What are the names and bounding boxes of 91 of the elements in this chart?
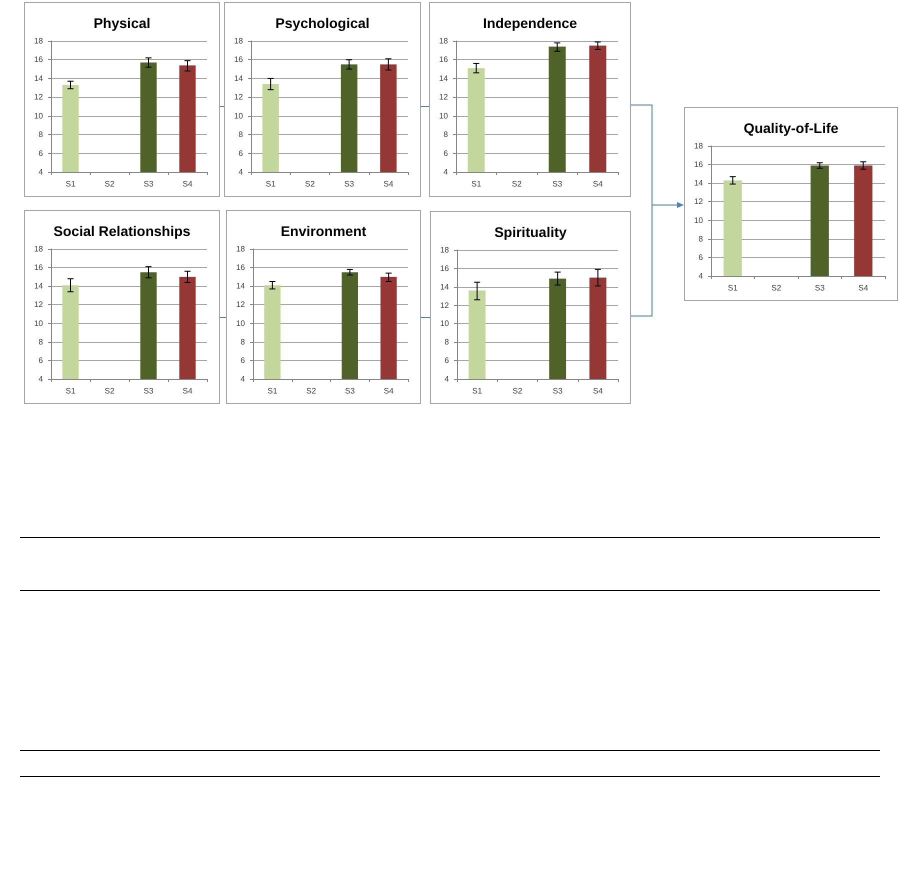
x-tick-label: S3 (344, 386, 356, 396)
chart-title: Psychological (275, 15, 370, 31)
y-tick-label: 14 (440, 282, 450, 292)
y-tick-label: 4 (698, 272, 704, 280)
chart-title: Spirituality (494, 224, 567, 240)
y-tick-label: 6 (444, 356, 450, 366)
chart-title: Physical (94, 15, 150, 31)
y-tick-label: 4 (444, 168, 449, 176)
x-tick-label: S1 (66, 386, 76, 396)
x-tick-label: S4 (384, 386, 394, 396)
x-tick-label: S2 (306, 386, 317, 396)
y-tick-label: 4 (238, 168, 244, 176)
y-tick-label: 12 (694, 197, 704, 206)
x-tick-label: S2 (104, 386, 115, 396)
x-tick-label: S4 (592, 386, 604, 396)
y-tick-label: 14 (439, 74, 449, 83)
y-tick-label: 10 (236, 318, 246, 328)
y-tick-label: 16 (234, 55, 244, 64)
y-tick-label: 18 (236, 244, 246, 254)
y-tick-label: 6 (38, 148, 44, 158)
y-tick-label: 10 (34, 111, 44, 120)
y-tick-label: 10 (694, 216, 704, 225)
chart-title: Environment (280, 223, 367, 239)
x-tick-label: S1 (728, 284, 738, 292)
x-tick-label: S2 (512, 386, 523, 396)
y-tick-label: 16 (236, 263, 246, 272)
x-tick-label: S1 (266, 180, 276, 188)
y-tick-label: 16 (34, 263, 44, 272)
x-tick-label: S2 (304, 180, 316, 188)
y-tick-label: 14 (236, 282, 246, 291)
y-tick-label: 6 (444, 148, 449, 158)
chart-title: Independence (482, 15, 578, 31)
y-tick-label: 16 (694, 160, 704, 170)
y-tick-label: 12 (34, 300, 44, 310)
y-tick-label: 18 (440, 246, 450, 254)
y-tick-label: 18 (234, 36, 244, 46)
x-tick-label: S2 (104, 180, 115, 188)
y-tick-label: 8 (38, 337, 44, 346)
y-tick-label: 6 (238, 148, 244, 158)
y-tick-label: 8 (240, 337, 246, 346)
x-tick-label: S1 (472, 386, 483, 396)
y-tick-label: 6 (38, 356, 44, 365)
y-tick-label: 12 (234, 92, 244, 102)
y-tick-label: 18 (34, 244, 44, 254)
x-tick-label: S3 (552, 386, 564, 396)
y-tick-label: 14 (34, 282, 44, 291)
y-tick-label: 16 (440, 264, 450, 273)
x-tick-label: S2 (771, 284, 782, 292)
x-tick-label: S1 (66, 180, 76, 188)
y-tick-label: 6 (698, 252, 704, 262)
x-tick-label: S3 (144, 180, 154, 188)
y-tick-label: 18 (34, 36, 44, 46)
y-tick-label: 10 (440, 319, 450, 328)
x-tick-label: S4 (592, 180, 604, 188)
x-tick-label: S4 (182, 386, 193, 396)
x-tick-label: S3 (814, 284, 826, 292)
chart-title: Social Relationships (54, 223, 191, 239)
y-tick-label: 14 (234, 74, 244, 83)
y-tick-label: 14 (694, 178, 704, 188)
y-tick-label: 12 (236, 300, 246, 310)
x-tick-label: S1 (267, 386, 278, 396)
y-tick-label: 4 (38, 168, 44, 176)
y-tick-label: 8 (238, 130, 244, 140)
y-tick-label: 12 (34, 92, 44, 102)
chart-title: Quality-of-Life (744, 120, 839, 136)
y-tick-label: 10 (34, 318, 44, 328)
x-tick-label: S4 (858, 284, 869, 292)
y-tick-label: 12 (439, 92, 449, 102)
y-tick-label: 14 (34, 74, 44, 83)
y-tick-label: 16 (34, 55, 44, 64)
x-tick-label: S4 (182, 180, 193, 188)
y-tick-label: 8 (444, 338, 450, 347)
y-tick-label: 18 (439, 36, 449, 46)
y-tick-label: 6 (240, 356, 246, 365)
y-tick-label: 10 (234, 111, 244, 120)
y-tick-label: 18 (694, 142, 704, 150)
x-tick-label: S4 (383, 180, 394, 188)
y-tick-label: 8 (698, 234, 704, 244)
y-tick-label: 4 (240, 374, 246, 384)
x-tick-label: S2 (512, 180, 522, 188)
y-tick-label: 8 (444, 130, 449, 140)
x-tick-label: S3 (552, 180, 563, 188)
y-tick-label: 4 (38, 374, 44, 384)
y-tick-label: 10 (439, 111, 449, 120)
y-tick-label: 16 (439, 55, 449, 64)
x-tick-label: S3 (144, 386, 154, 396)
y-tick-label: 8 (38, 130, 44, 140)
y-tick-label: 12 (440, 300, 450, 310)
y-tick-label: 4 (444, 374, 450, 384)
x-tick-label: S1 (471, 180, 482, 188)
x-tick-label: S3 (344, 180, 355, 188)
